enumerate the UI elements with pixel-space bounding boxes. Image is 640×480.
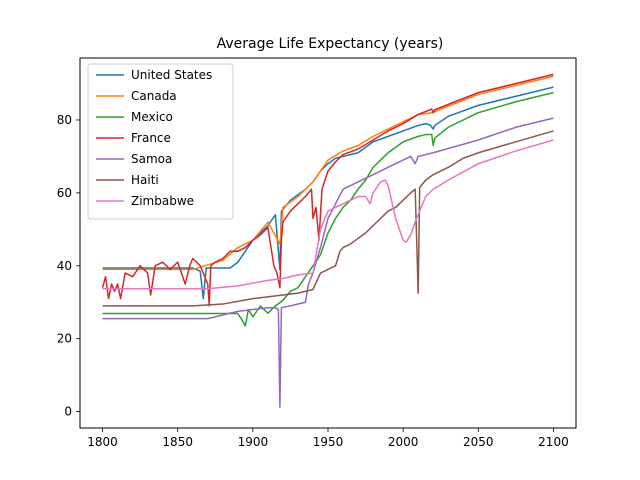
legend-label-samoa: Samoa	[131, 152, 172, 166]
series-line-united-states	[102, 86, 554, 300]
y-tick-label: 40	[57, 259, 72, 273]
x-tick-label: 1900	[238, 435, 269, 449]
legend-label-mexico: Mexico	[131, 110, 173, 124]
y-axis: 0 20 40 60 80	[57, 113, 80, 419]
legend-label-canada: Canada	[131, 89, 177, 103]
legend-label-zimbabwe: Zimbabwe	[131, 194, 194, 208]
series-layer	[101, 73, 554, 408]
legend-label-haiti: Haiti	[131, 173, 159, 187]
series-line-haiti	[102, 130, 554, 307]
series-line-samoa	[102, 117, 554, 408]
x-tick-label: 1950	[313, 435, 344, 449]
legend-label-france: France	[131, 131, 171, 145]
x-tick-label: 1800	[87, 435, 118, 449]
legend-label-united-states: United States	[131, 68, 212, 82]
x-axis: 1800 1850 1900 1950 2000 2050 2100	[87, 428, 569, 449]
x-tick-label: 2100	[538, 435, 569, 449]
legend-box	[87, 63, 234, 220]
x-tick-label: 2000	[388, 435, 419, 449]
x-tick-label: 1850	[162, 435, 193, 449]
y-tick-label: 60	[57, 186, 72, 200]
legend: United States Canada Mexico France Samoa Hait…	[87, 63, 234, 220]
series-line-zimbabwe	[102, 139, 554, 290]
y-tick-label: 80	[57, 113, 72, 127]
series-line-mexico	[102, 91, 554, 327]
chart-title: Average Life Expectancy (years)	[217, 36, 444, 52]
y-tick-label: 20	[57, 332, 72, 346]
series-line-france	[101, 73, 554, 307]
y-tick-label: 0	[64, 405, 72, 419]
x-tick-label: 2050	[463, 435, 494, 449]
